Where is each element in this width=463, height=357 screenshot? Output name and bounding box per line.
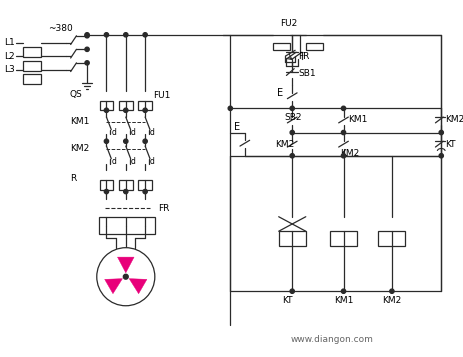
Circle shape — [85, 61, 89, 65]
Text: SB1: SB1 — [297, 69, 315, 78]
Text: QS: QS — [69, 90, 82, 99]
Circle shape — [123, 274, 128, 279]
Circle shape — [104, 139, 108, 144]
Text: d: d — [111, 157, 116, 166]
Text: KM2: KM2 — [382, 296, 400, 305]
Circle shape — [341, 130, 345, 135]
Circle shape — [289, 106, 294, 110]
Text: FU2: FU2 — [280, 19, 297, 28]
Text: d: d — [131, 128, 135, 137]
Text: FU1: FU1 — [153, 91, 170, 100]
Circle shape — [289, 289, 294, 293]
Circle shape — [389, 289, 393, 293]
Circle shape — [143, 139, 147, 144]
Circle shape — [124, 139, 128, 144]
Text: KM2: KM2 — [274, 140, 294, 149]
Text: KM2: KM2 — [444, 115, 463, 125]
Text: KM1: KM1 — [333, 296, 352, 305]
Circle shape — [85, 33, 89, 37]
Text: d: d — [150, 128, 155, 137]
Circle shape — [97, 248, 155, 306]
Bar — [138, 101, 151, 110]
Text: d: d — [111, 128, 116, 137]
Bar — [305, 42, 323, 50]
Circle shape — [104, 190, 108, 194]
Bar — [272, 42, 290, 50]
Circle shape — [85, 47, 89, 51]
Text: FR: FR — [157, 203, 169, 212]
Text: SB2: SB2 — [284, 112, 301, 121]
Bar — [138, 180, 151, 190]
Text: L2: L2 — [4, 52, 14, 61]
Text: KM2: KM2 — [69, 145, 89, 154]
Circle shape — [143, 190, 147, 194]
Bar — [278, 231, 305, 246]
Circle shape — [104, 33, 108, 37]
Bar — [23, 47, 41, 57]
Text: d: d — [131, 157, 135, 166]
Circle shape — [289, 130, 294, 135]
Bar — [100, 101, 113, 110]
Bar — [119, 180, 132, 190]
Circle shape — [289, 154, 294, 158]
Text: ~380: ~380 — [48, 25, 73, 34]
Polygon shape — [105, 279, 122, 294]
Bar — [99, 217, 155, 234]
Text: KT: KT — [282, 296, 293, 305]
Text: KT: KT — [444, 140, 455, 149]
Text: d: d — [150, 157, 155, 166]
Circle shape — [143, 108, 147, 112]
Circle shape — [341, 106, 345, 110]
Text: L3: L3 — [4, 65, 15, 74]
Text: KM2: KM2 — [340, 149, 359, 158]
Bar — [377, 231, 405, 246]
Circle shape — [438, 130, 443, 135]
Circle shape — [85, 34, 89, 38]
Circle shape — [124, 190, 128, 194]
Bar — [23, 61, 41, 71]
Polygon shape — [129, 279, 147, 294]
Bar — [119, 101, 132, 110]
Text: R: R — [69, 174, 76, 182]
Bar — [329, 231, 357, 246]
Text: www.diangon.com: www.diangon.com — [290, 335, 372, 344]
Circle shape — [228, 106, 232, 110]
Text: E: E — [276, 88, 282, 98]
Text: KM1: KM1 — [348, 115, 367, 125]
Circle shape — [341, 154, 345, 158]
Bar — [23, 75, 41, 84]
Text: KM1: KM1 — [69, 117, 89, 126]
Polygon shape — [117, 257, 134, 273]
Bar — [100, 180, 113, 190]
Text: L1: L1 — [4, 38, 15, 47]
Circle shape — [438, 154, 443, 158]
Circle shape — [124, 33, 128, 37]
Text: FR: FR — [297, 52, 309, 61]
Text: E: E — [234, 122, 240, 132]
Circle shape — [341, 289, 345, 293]
Circle shape — [124, 108, 128, 112]
Circle shape — [143, 33, 147, 37]
Circle shape — [104, 108, 108, 112]
